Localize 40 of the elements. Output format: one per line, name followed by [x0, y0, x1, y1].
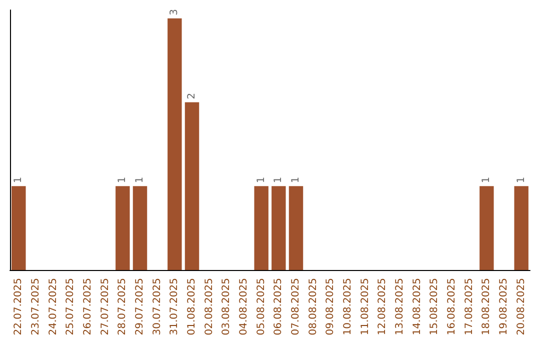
x-tick-label: 11.08.2025 — [360, 278, 371, 336]
x-tick-label: 15.08.2025 — [429, 278, 440, 336]
x-tick-label: 05.08.2025 — [256, 278, 267, 336]
data-label: 1 — [134, 176, 146, 184]
data-label: 1 — [117, 176, 128, 184]
data-label: 2 — [186, 92, 198, 100]
x-tick-label: 14.08.2025 — [412, 278, 423, 336]
data-label: 1 — [481, 176, 492, 184]
x-tick-label: 26.07.2025 — [82, 278, 94, 336]
data-label: 1 — [273, 176, 284, 184]
x-tick-label: 13.08.2025 — [394, 278, 406, 336]
x-tick-label: 20.08.2025 — [516, 278, 527, 336]
x-tick-label: 02.08.2025 — [204, 278, 215, 336]
x-tick-label: 24.07.2025 — [48, 278, 59, 336]
x-tick-label: 01.08.2025 — [186, 278, 198, 336]
data-label: 1 — [13, 176, 24, 184]
data-label: 1 — [256, 176, 267, 184]
x-tick-label: 27.07.2025 — [100, 278, 111, 336]
x-tick-label: 07.08.2025 — [290, 278, 302, 336]
x-tick-label: 30.07.2025 — [152, 278, 163, 336]
x-tick-label: 09.08.2025 — [325, 278, 336, 336]
x-tick-label: 16.08.2025 — [446, 278, 458, 336]
x-tick-label: 04.08.2025 — [238, 278, 250, 336]
x-tick-label: 25.07.2025 — [65, 278, 76, 336]
x-tick-label: 31.07.2025 — [169, 278, 180, 336]
x-tick-label: 28.07.2025 — [117, 278, 128, 336]
x-tick-label: 03.08.2025 — [221, 278, 232, 336]
x-tick-label: 22.07.2025 — [13, 278, 24, 336]
x-tick-label: 19.08.2025 — [498, 278, 510, 336]
x-tick-label: 17.08.2025 — [464, 278, 475, 336]
x-tick-label: 08.08.2025 — [308, 278, 319, 336]
x-tick-label: 06.08.2025 — [273, 278, 284, 336]
data-label: 3 — [169, 9, 180, 16]
x-tick-label: 12.08.2025 — [377, 278, 388, 336]
data-label: 1 — [516, 176, 527, 184]
x-tick-label: 23.07.2025 — [30, 278, 42, 336]
data-label: 1 — [290, 176, 302, 184]
x-tick-label: 29.07.2025 — [134, 278, 146, 336]
x-tick-label: 18.08.2025 — [481, 278, 492, 336]
x-tick-label: 10.08.2025 — [342, 278, 354, 336]
